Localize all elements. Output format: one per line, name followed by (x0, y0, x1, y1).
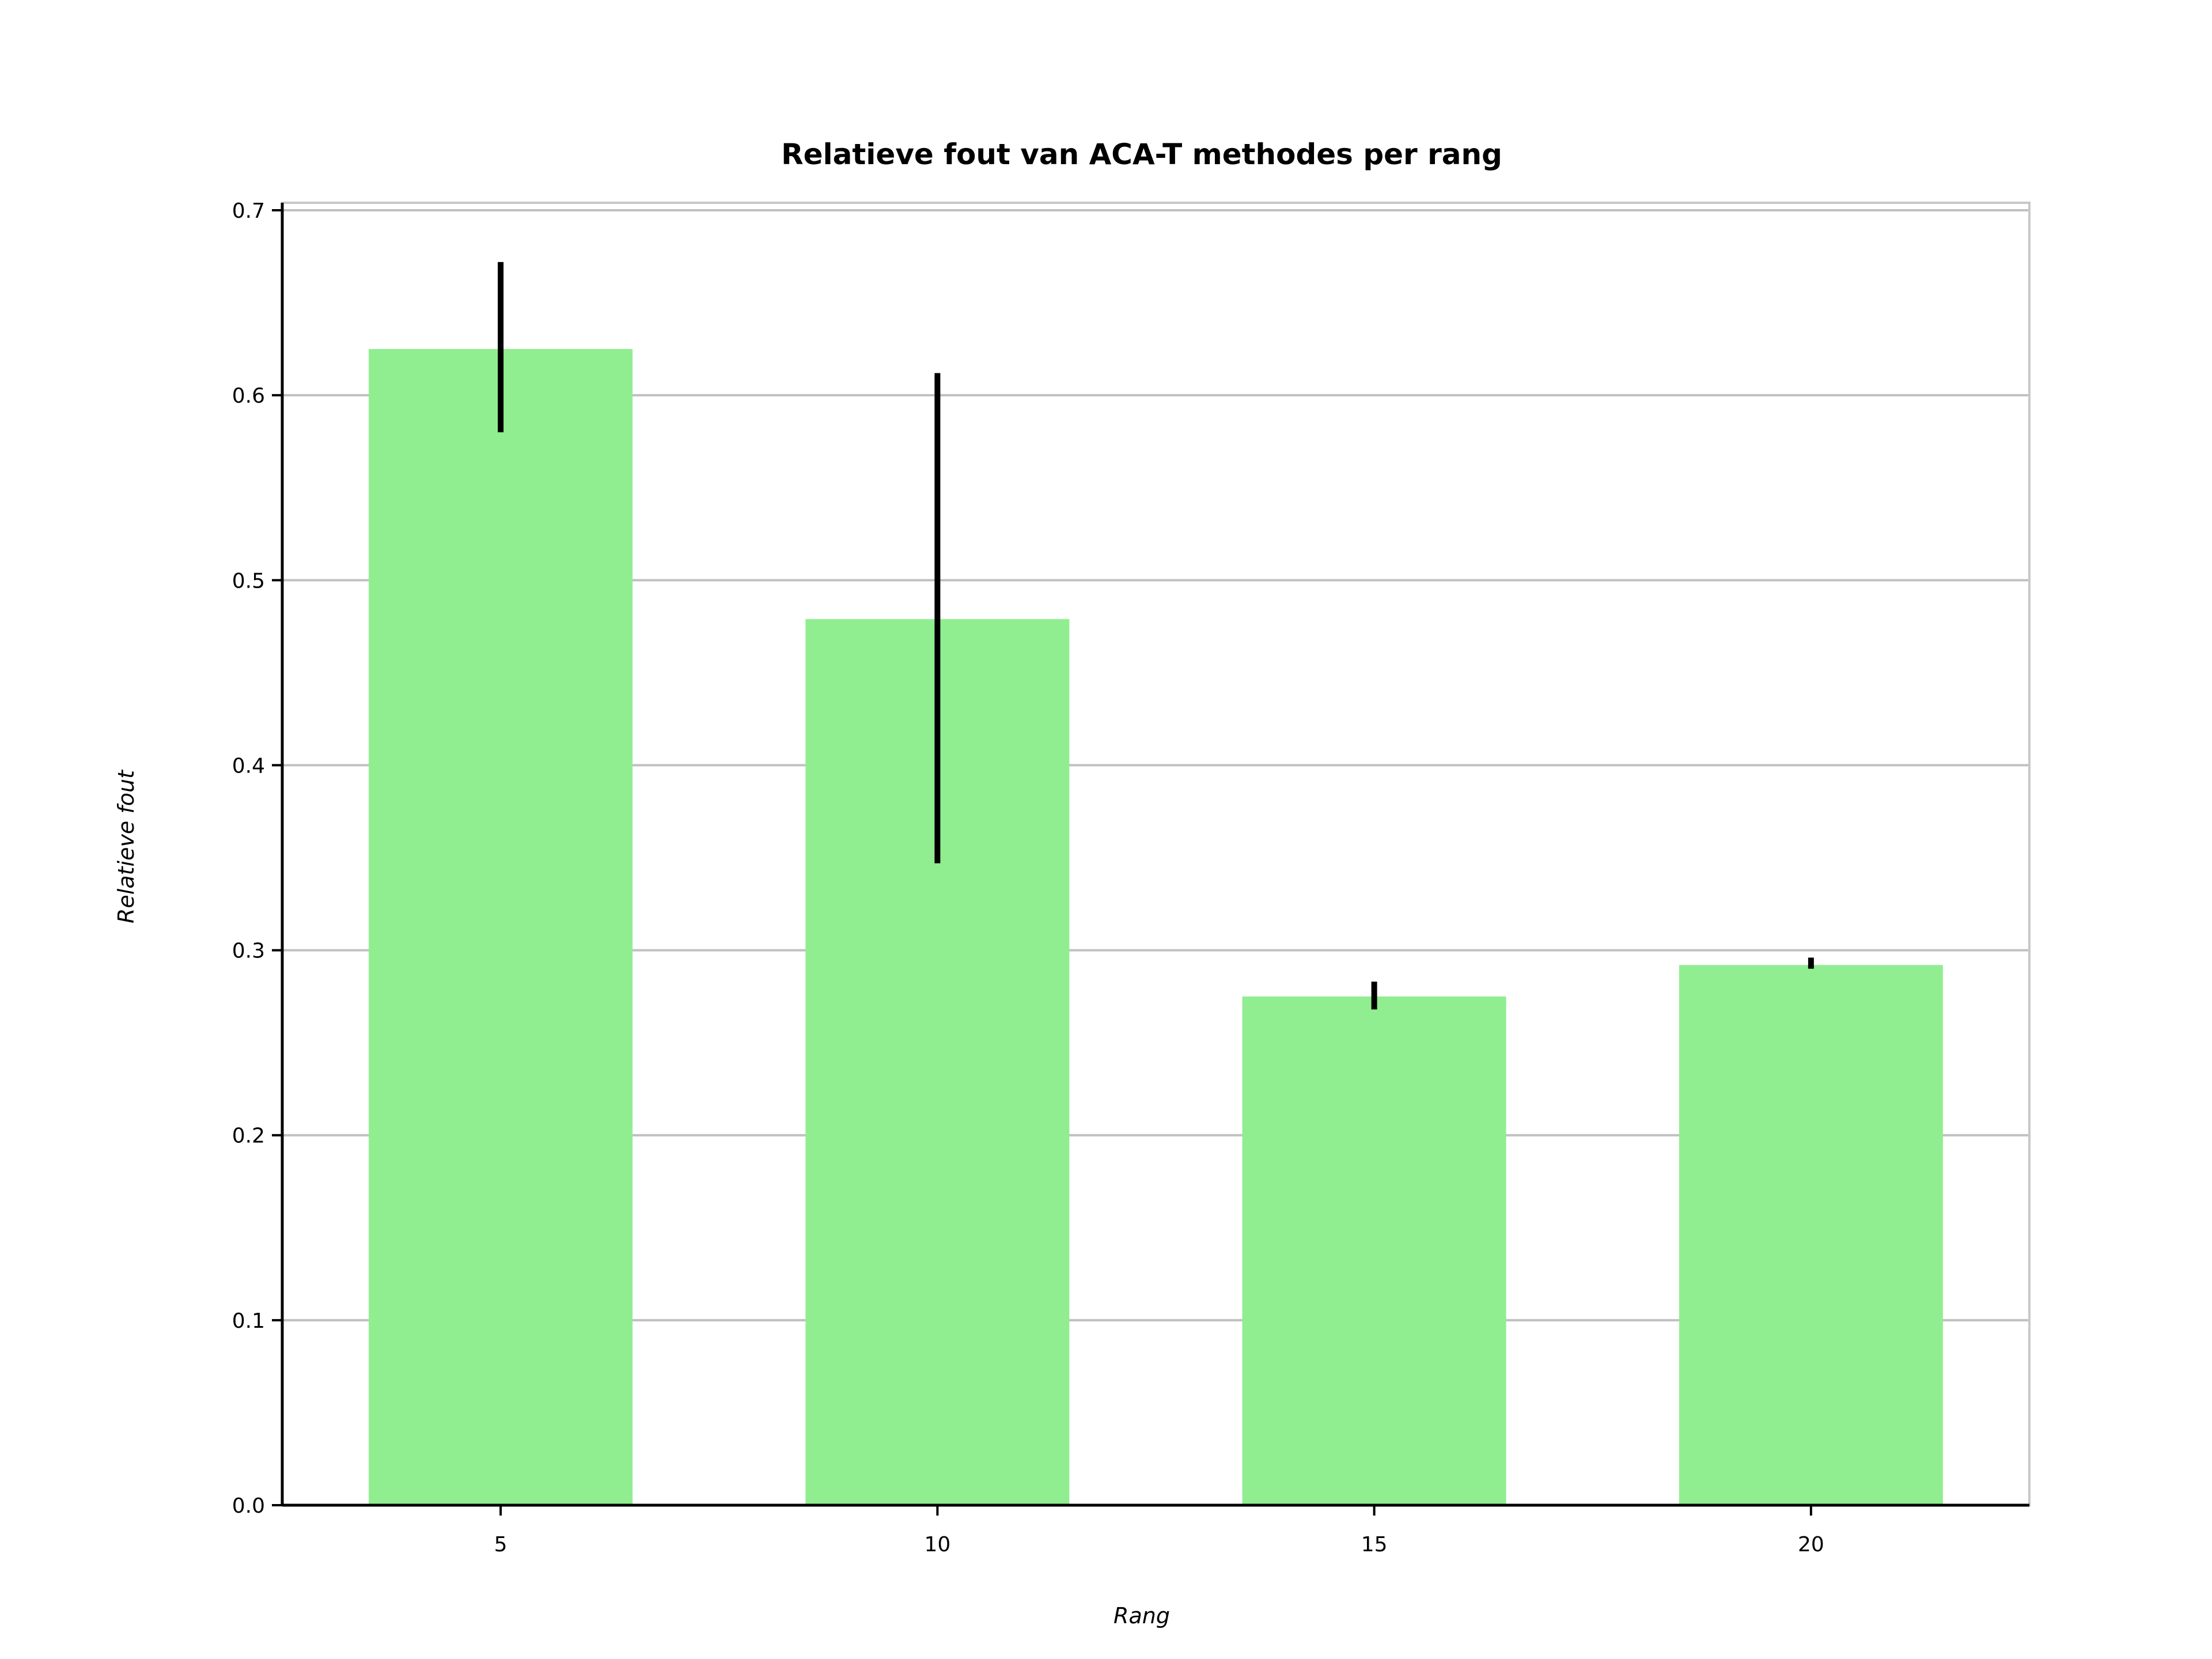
y-tick-label: 0.1 (232, 1309, 265, 1333)
x-tick-label: 15 (1361, 1533, 1388, 1556)
y-tick-label: 0.6 (232, 384, 265, 408)
bar-rang-5 (369, 349, 633, 1505)
y-tick-label: 0.7 (232, 199, 265, 223)
x-tick-label: 5 (494, 1533, 507, 1556)
bar-rang-15 (1242, 996, 1506, 1505)
y-tick-label: 0.0 (232, 1494, 265, 1518)
x-tick-label: 20 (1798, 1533, 1824, 1556)
y-tick-label: 0.2 (232, 1124, 265, 1148)
x-axis-label: Rang (1113, 1603, 1170, 1628)
y-axis-label: Relatieve fout (113, 769, 139, 923)
y-tick-label: 0.5 (232, 569, 265, 593)
x-ticks: 5 10 15 20 (494, 1505, 1824, 1556)
chart-title: Relatieve fout van ACA-T methodes per ra… (781, 138, 1502, 171)
axes (281, 203, 2029, 1507)
y-tick-label: 0.4 (232, 754, 265, 778)
y-tick-label: 0.3 (232, 940, 265, 963)
x-tick-label: 10 (924, 1533, 950, 1556)
y-ticks: 0.0 0.1 0.2 0.3 0.4 0.5 0.6 0.7 (232, 199, 282, 1518)
error-bars (498, 262, 1814, 1010)
bar-rang-20 (1679, 965, 1943, 1505)
